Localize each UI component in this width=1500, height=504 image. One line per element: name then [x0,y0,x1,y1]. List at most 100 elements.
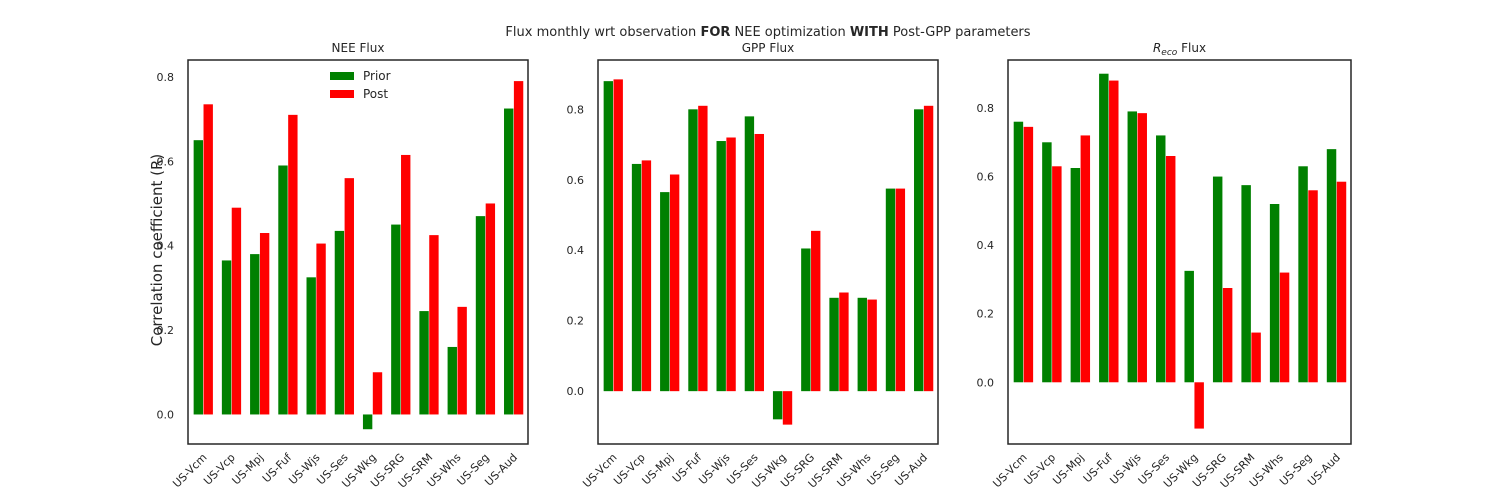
bar-post-us-srg [811,230,821,392]
bar-prior-us-mpj [660,192,670,392]
bar-post-us-wkg [1194,382,1204,429]
bar-prior-us-srg [801,248,811,392]
axes-frame [1007,59,1352,445]
bar-prior-us-vcm [603,81,614,392]
panel-title: GPP Flux [742,41,795,55]
bar-post-us-fuf [698,105,708,392]
bar-prior-us-wkg [362,414,373,430]
xtick-label: US-Vcm [990,451,1029,490]
bar-prior-us-ses [334,230,345,415]
ytick-label: 0.4 [157,240,175,253]
bar-prior-us-wjs [716,141,726,392]
panel-title: NEE Flux [332,41,385,55]
ytick-label: 0.0 [157,408,175,421]
xtick-label: US-Mpj [640,451,676,487]
bar-prior-us-vcp [1042,142,1052,383]
ytick-label: 0.0 [977,376,995,389]
ytick-label: 0.0 [567,385,585,398]
panels: US-VcmUS-VcpUS-MpjUS-FufUS-WjsUS-SesUS-W… [148,41,1352,491]
axes-frame [597,59,939,445]
bar-prior-us-ses [1156,135,1166,383]
bar-post-us-srm [1251,332,1261,383]
bar-prior-us-srm [829,297,839,392]
ytick-label: 0.2 [977,308,995,321]
ytick-label: 0.6 [567,174,585,187]
bar-post-us-seg [1308,190,1318,383]
bar-post-us-whs [1279,272,1290,383]
bar-post-us-wkg [782,391,793,425]
bar-post-us-vcm [1023,126,1034,383]
bar-post-us-ses [754,133,764,392]
bar-prior-us-seg [1298,166,1308,383]
bar-post-us-wkg [372,372,383,415]
ytick-label: 0.8 [567,103,585,116]
bar-post-us-srm [839,292,849,392]
bar-prior-us-aud [914,109,924,392]
bar-post-us-aud [513,81,524,415]
bar-prior-us-aud [504,108,514,415]
ytick-label: 0.4 [977,239,995,252]
panel-3: US-VcmUS-VcpUS-MpjUS-FufUS-WjsUS-SesUS-W… [977,41,1352,491]
bar-prior-us-ses [744,116,755,392]
bar-prior-us-srg [391,224,401,415]
bar-post-us-srm [429,235,439,415]
bar-post-us-vcm [613,79,623,392]
bar-prior-us-aud [1326,149,1337,383]
bar-prior-us-vcp [221,260,232,415]
bar-prior-us-seg [475,216,486,415]
bar-post-us-aud [1336,181,1347,383]
panel-1: US-VcmUS-VcpUS-MpjUS-FufUS-WjsUS-SesUS-W… [148,41,529,491]
axes-frame [187,59,529,445]
bar-prior-us-whs [857,297,867,392]
ytick-label: 0.6 [977,171,995,184]
xtick-label: US-Mpj [230,451,266,487]
bar-prior-us-srm [419,311,429,415]
ytick-label: 0.8 [157,71,175,84]
bar-prior-us-srm [1241,185,1251,383]
bar-post-us-ses [344,178,354,415]
bar-prior-us-mpj [250,254,260,415]
bar-post-us-mpj [669,174,680,392]
suptitle: Flux monthly wrt observation FOR NEE opt… [505,25,1030,40]
bar-post-us-srg [401,154,411,415]
bar-prior-us-wjs [1127,111,1138,383]
legend-label-prior: Prior [363,69,391,83]
bar-post-us-vcp [641,160,652,392]
bar-post-us-wjs [726,137,736,392]
bar-post-us-srg [1222,288,1233,383]
bar-post-us-fuf [1109,80,1119,383]
xtick-label: US-Mpj [1050,451,1086,487]
bar-post-us-mpj [259,233,270,415]
panel-title: Reco Flux [1153,41,1206,58]
bar-prior-us-fuf [278,165,288,415]
bar-post-us-seg [895,188,906,392]
bar-prior-us-mpj [1070,168,1081,383]
bar-post-us-ses [1165,156,1176,383]
bar-prior-us-fuf [688,109,698,392]
bar-post-us-fuf [288,114,298,415]
ytick-label: 0.8 [977,102,995,115]
bar-prior-us-wkg [772,391,783,420]
xtick-label: US-Vcm [580,451,619,490]
xtick-label: US-Vcm [170,451,209,490]
bar-post-us-aud [923,105,934,392]
bar-prior-us-vcp [631,163,642,392]
bar-post-us-whs [457,306,467,415]
ytick-label: 0.6 [157,155,175,168]
ytick-label: 0.2 [567,315,585,328]
bar-prior-us-wkg [1184,270,1194,383]
xtick-label: US-Vcp [1022,451,1059,488]
ytick-label: 0.2 [157,324,175,337]
bar-post-us-wjs [1137,113,1147,383]
bar-post-us-mpj [1080,135,1091,383]
bar-post-us-whs [867,299,877,392]
legend-swatch-prior [330,72,354,80]
bar-prior-us-fuf [1099,73,1109,383]
bar-post-us-seg [485,203,496,415]
bar-prior-us-wjs [306,277,316,415]
y-axis-label: Correlation coefficient (R) [148,154,166,347]
bar-prior-us-srg [1212,176,1223,383]
legend-label-post: Post [363,87,388,101]
bar-post-us-vcp [231,207,242,415]
